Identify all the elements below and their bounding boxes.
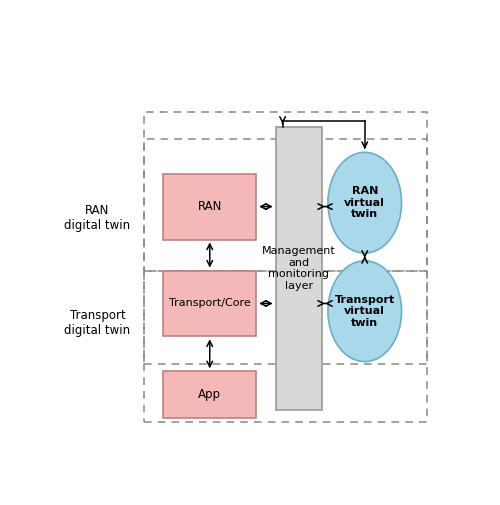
Ellipse shape bbox=[328, 153, 402, 253]
Text: RAN
digital twin: RAN digital twin bbox=[64, 204, 130, 232]
Text: RAN: RAN bbox=[198, 200, 222, 213]
Text: Management
and
monitoring
layer: Management and monitoring layer bbox=[262, 246, 336, 291]
Bar bbox=[163, 271, 256, 336]
Text: RAN
virtual
twin: RAN virtual twin bbox=[344, 186, 385, 219]
Ellipse shape bbox=[328, 261, 402, 362]
Text: Transport
digital twin: Transport digital twin bbox=[64, 309, 130, 337]
Text: App: App bbox=[198, 388, 221, 401]
Bar bbox=[163, 371, 256, 418]
Bar bbox=[144, 271, 427, 364]
Bar bbox=[163, 174, 256, 239]
Bar bbox=[144, 139, 427, 271]
Bar bbox=[276, 127, 322, 410]
Text: Transport
virtual
twin: Transport virtual twin bbox=[334, 294, 395, 328]
Bar bbox=[144, 112, 427, 422]
Text: Transport/Core: Transport/Core bbox=[169, 298, 250, 309]
